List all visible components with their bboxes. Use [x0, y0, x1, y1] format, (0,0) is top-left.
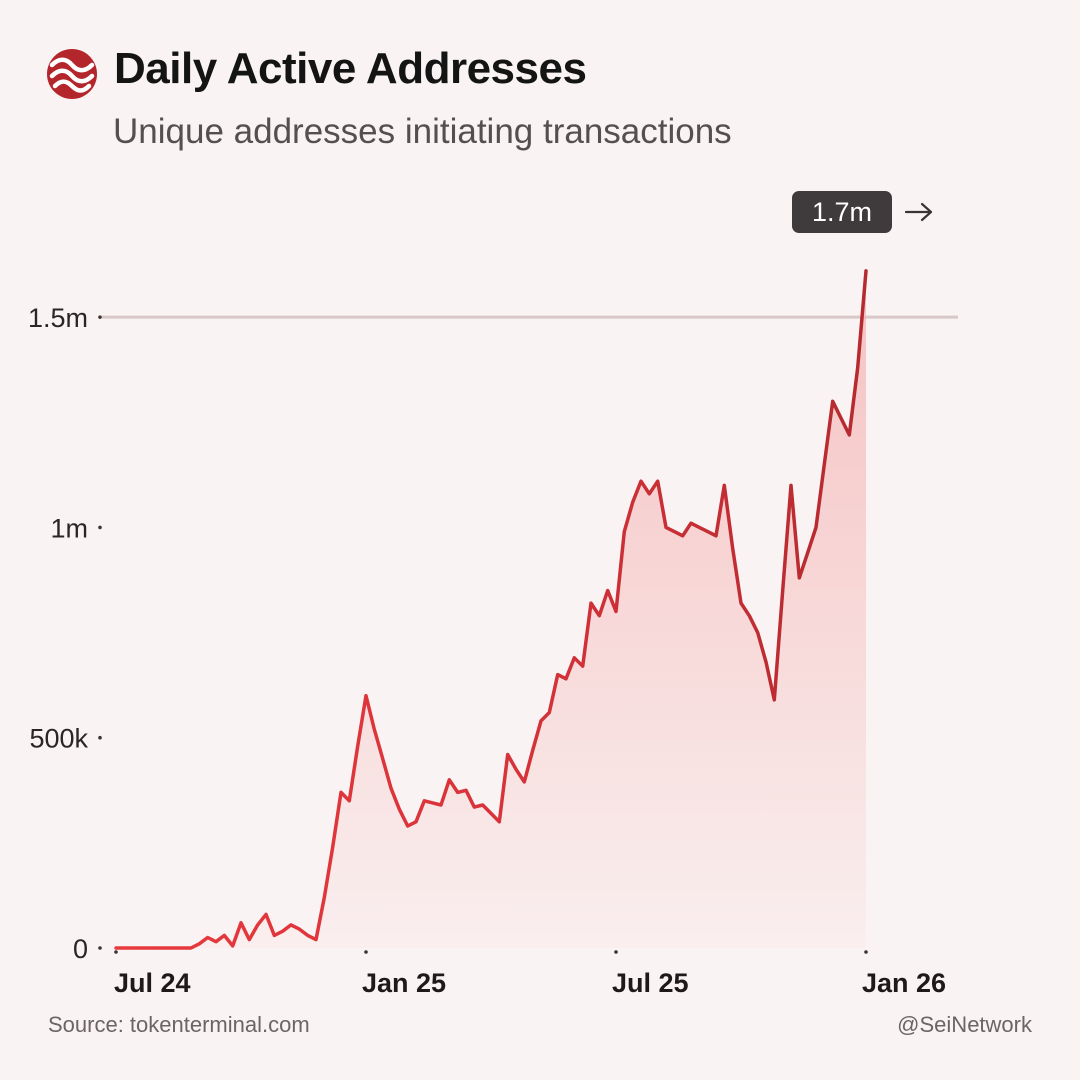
callout-label: 1.7m — [812, 197, 872, 227]
y-tick-mark — [98, 315, 102, 319]
y-tick-mark — [98, 946, 102, 950]
x-tick-label: Jan 26 — [862, 968, 946, 998]
arrow-right-icon — [904, 202, 933, 222]
y-tick-label: 1.5m — [28, 303, 88, 333]
series-line — [114, 269, 868, 950]
callout-badge — [792, 191, 892, 233]
x-tick-mark — [614, 950, 618, 954]
sei-wave-logo-icon — [47, 49, 97, 99]
x-tick-label: Jan 25 — [362, 968, 446, 998]
x-tick-mark — [114, 950, 118, 954]
author-handle: @SeiNetwork — [897, 1012, 1032, 1037]
y-tick-mark — [98, 525, 102, 530]
x-tick-label: Jul 25 — [612, 968, 689, 998]
y-tick-label: 1m — [50, 513, 88, 543]
source-note: Source: tokenterminal.com — [48, 1012, 310, 1037]
area-fill — [116, 270, 866, 948]
x-tick-mark — [864, 950, 868, 954]
x-tick-label: Jul 24 — [114, 968, 191, 998]
chart-subtitle: Unique addresses initiating transactions — [113, 112, 732, 151]
y-tick-label: 500k — [29, 724, 88, 754]
y-tick-label: 0 — [73, 934, 88, 964]
x-tick-mark — [364, 950, 368, 954]
y-tick-mark — [98, 735, 102, 740]
chart-title: Daily Active Addresses — [114, 44, 587, 93]
